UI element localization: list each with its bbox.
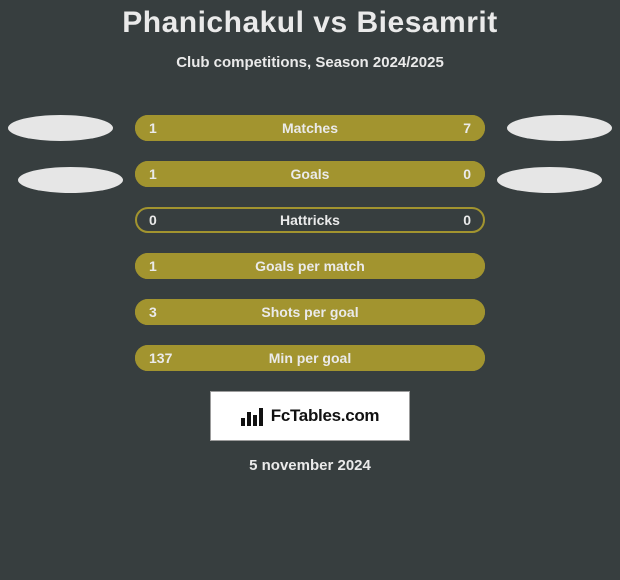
- page-title: Phanichakul vs Biesamrit: [0, 0, 620, 40]
- stat-row: 00Hattricks: [135, 207, 485, 233]
- stat-label: Shots per goal: [135, 299, 485, 325]
- stat-label: Goals per match: [135, 253, 485, 279]
- stats-area: 17Matches 10Goals 00Hattricks 1Goals per ma…: [0, 115, 620, 371]
- stat-label: Matches: [135, 115, 485, 141]
- stat-label: Goals: [135, 161, 485, 187]
- decoration-ellipse: [8, 115, 113, 141]
- stat-label: Min per goal: [135, 345, 485, 371]
- footer-date: 5 november 2024: [0, 457, 620, 474]
- decoration-ellipse: [497, 167, 602, 193]
- decoration-ellipse: [507, 115, 612, 141]
- subtitle: Club competitions, Season 2024/2025: [0, 54, 620, 71]
- bars-icon: [241, 406, 265, 426]
- decoration-ellipse: [18, 167, 123, 193]
- logo-badge: FcTables.com: [210, 391, 410, 441]
- stat-row: 3Shots per goal: [135, 299, 485, 325]
- stat-row: 137Min per goal: [135, 345, 485, 371]
- stat-row: 10Goals: [135, 161, 485, 187]
- stat-row: 1Goals per match: [135, 253, 485, 279]
- logo-text: FcTables.com: [271, 406, 380, 426]
- stat-row: 17Matches: [135, 115, 485, 141]
- stat-label: Hattricks: [135, 207, 485, 233]
